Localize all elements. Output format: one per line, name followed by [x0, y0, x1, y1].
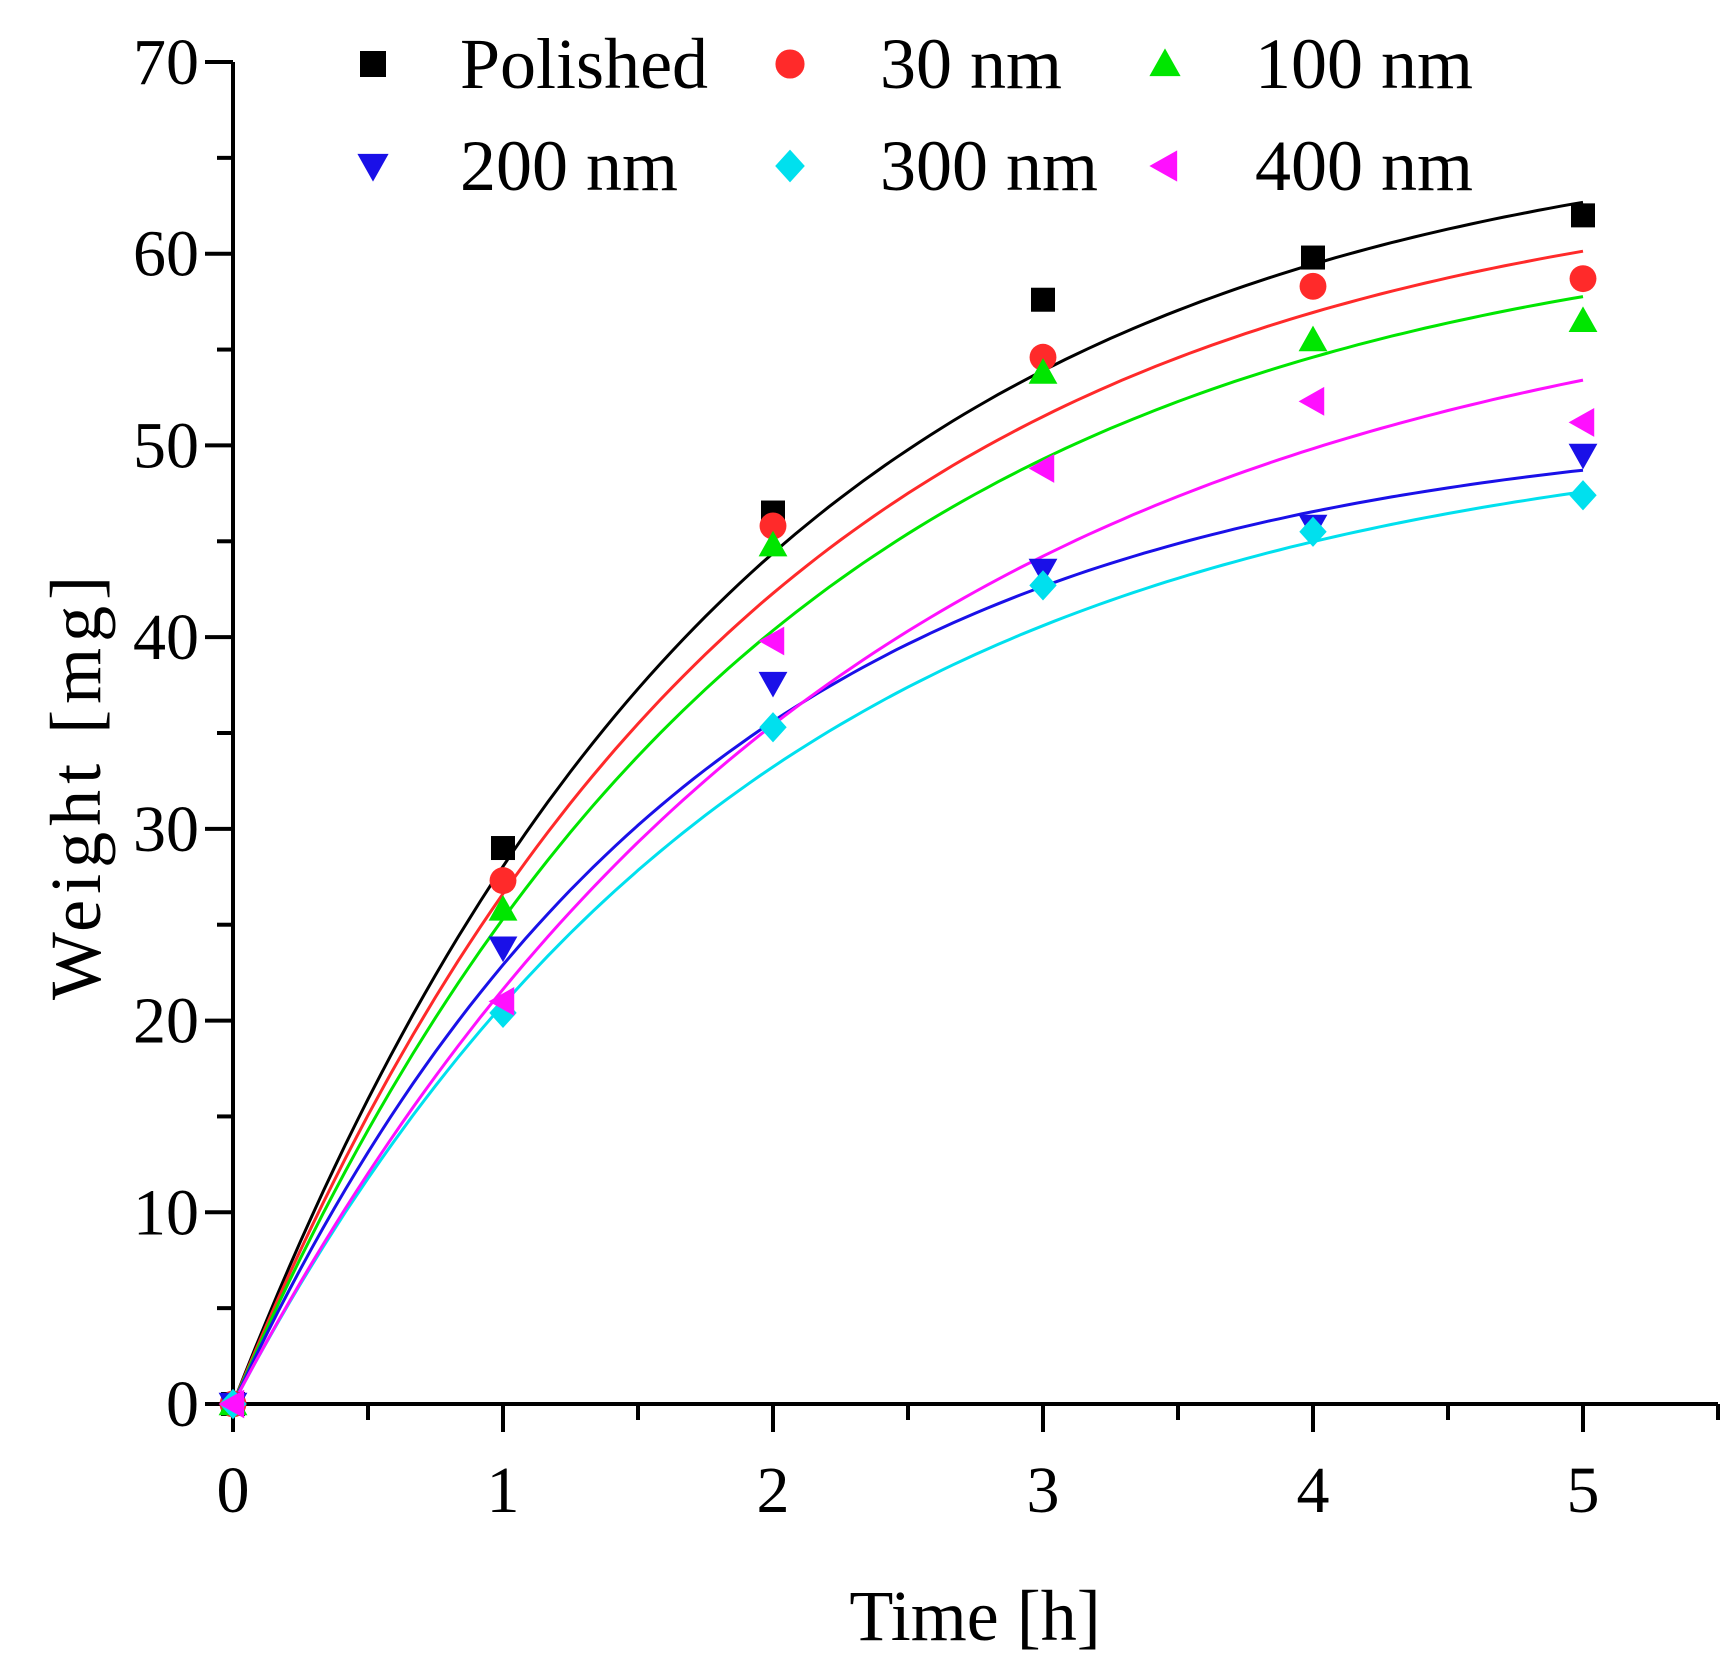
x-tick-label: 1 [487, 1454, 520, 1527]
legend-marker [775, 49, 805, 79]
x-axis-title: Time [h] [849, 1576, 1100, 1656]
legend-label: Polished [460, 24, 708, 104]
data-point [1029, 570, 1057, 601]
data-point [491, 836, 515, 861]
data-point [489, 867, 517, 895]
legend-label: 200 nm [460, 126, 678, 206]
data-point [1028, 358, 1058, 384]
data-point [488, 936, 518, 963]
y-tick-label: 60 [133, 218, 199, 291]
fit-curve [231, 378, 1584, 1405]
data-point [1301, 245, 1325, 270]
data-points [218, 203, 1598, 1420]
data-point [1028, 454, 1055, 483]
data-point [1299, 516, 1327, 547]
x-tick-label: 5 [1567, 1454, 1600, 1527]
fit-curves [231, 200, 1584, 1405]
y-tick-label: 50 [133, 409, 199, 482]
legend-label: 400 nm [1255, 126, 1473, 206]
y-tick-label: 0 [166, 1368, 199, 1441]
y-tick-label: 20 [133, 985, 199, 1058]
x-tick-label: 0 [217, 1454, 250, 1527]
data-point [488, 987, 515, 1016]
data-point [1298, 386, 1325, 416]
x-tick-label: 3 [1027, 1454, 1060, 1527]
y-tick-label: 10 [133, 1176, 199, 1249]
fit-curve [231, 249, 1584, 1405]
data-point [758, 626, 785, 656]
y-tick-label: 70 [133, 26, 199, 99]
data-point [1031, 287, 1055, 312]
fit-curve [231, 295, 1584, 1405]
data-point [488, 894, 518, 921]
legend-marker [1149, 150, 1178, 182]
legend-marker [775, 149, 805, 183]
data-point [1569, 265, 1597, 293]
fit-curve [231, 490, 1584, 1405]
data-point [759, 712, 787, 743]
y-axis-title: Weight [mg] [36, 570, 116, 1000]
fit-curve [231, 200, 1584, 1405]
fit-curve [231, 468, 1584, 1405]
data-point [218, 1389, 245, 1419]
x-tick-label: 2 [757, 1454, 790, 1527]
data-point [1569, 480, 1597, 511]
legend-marker [360, 51, 386, 77]
legend-label: 300 nm [880, 126, 1098, 206]
data-point [1568, 408, 1595, 437]
data-point [1568, 306, 1598, 333]
axes: 0 10 20 30 40 50 60 70 0 1 2 3 4 5 [133, 26, 1720, 1527]
data-point [759, 512, 787, 540]
data-point [1571, 203, 1595, 228]
legend-label: 30 nm [880, 24, 1062, 104]
data-point [758, 671, 788, 698]
y-tick-label: 40 [133, 601, 199, 674]
data-point [1299, 272, 1327, 300]
legend-label: 100 nm [1255, 24, 1473, 104]
data-point [1029, 343, 1057, 371]
data-point [1298, 325, 1328, 352]
y-tick-label: 30 [133, 793, 199, 866]
legend-marker [357, 153, 389, 182]
data-point [1568, 443, 1598, 470]
data-point [758, 530, 788, 557]
x-tick-label: 4 [1297, 1454, 1330, 1527]
legend: Polished 30 nm 100 nm 200 nm 300 nm 400 nm [357, 24, 1473, 206]
legend-marker [1149, 48, 1181, 77]
